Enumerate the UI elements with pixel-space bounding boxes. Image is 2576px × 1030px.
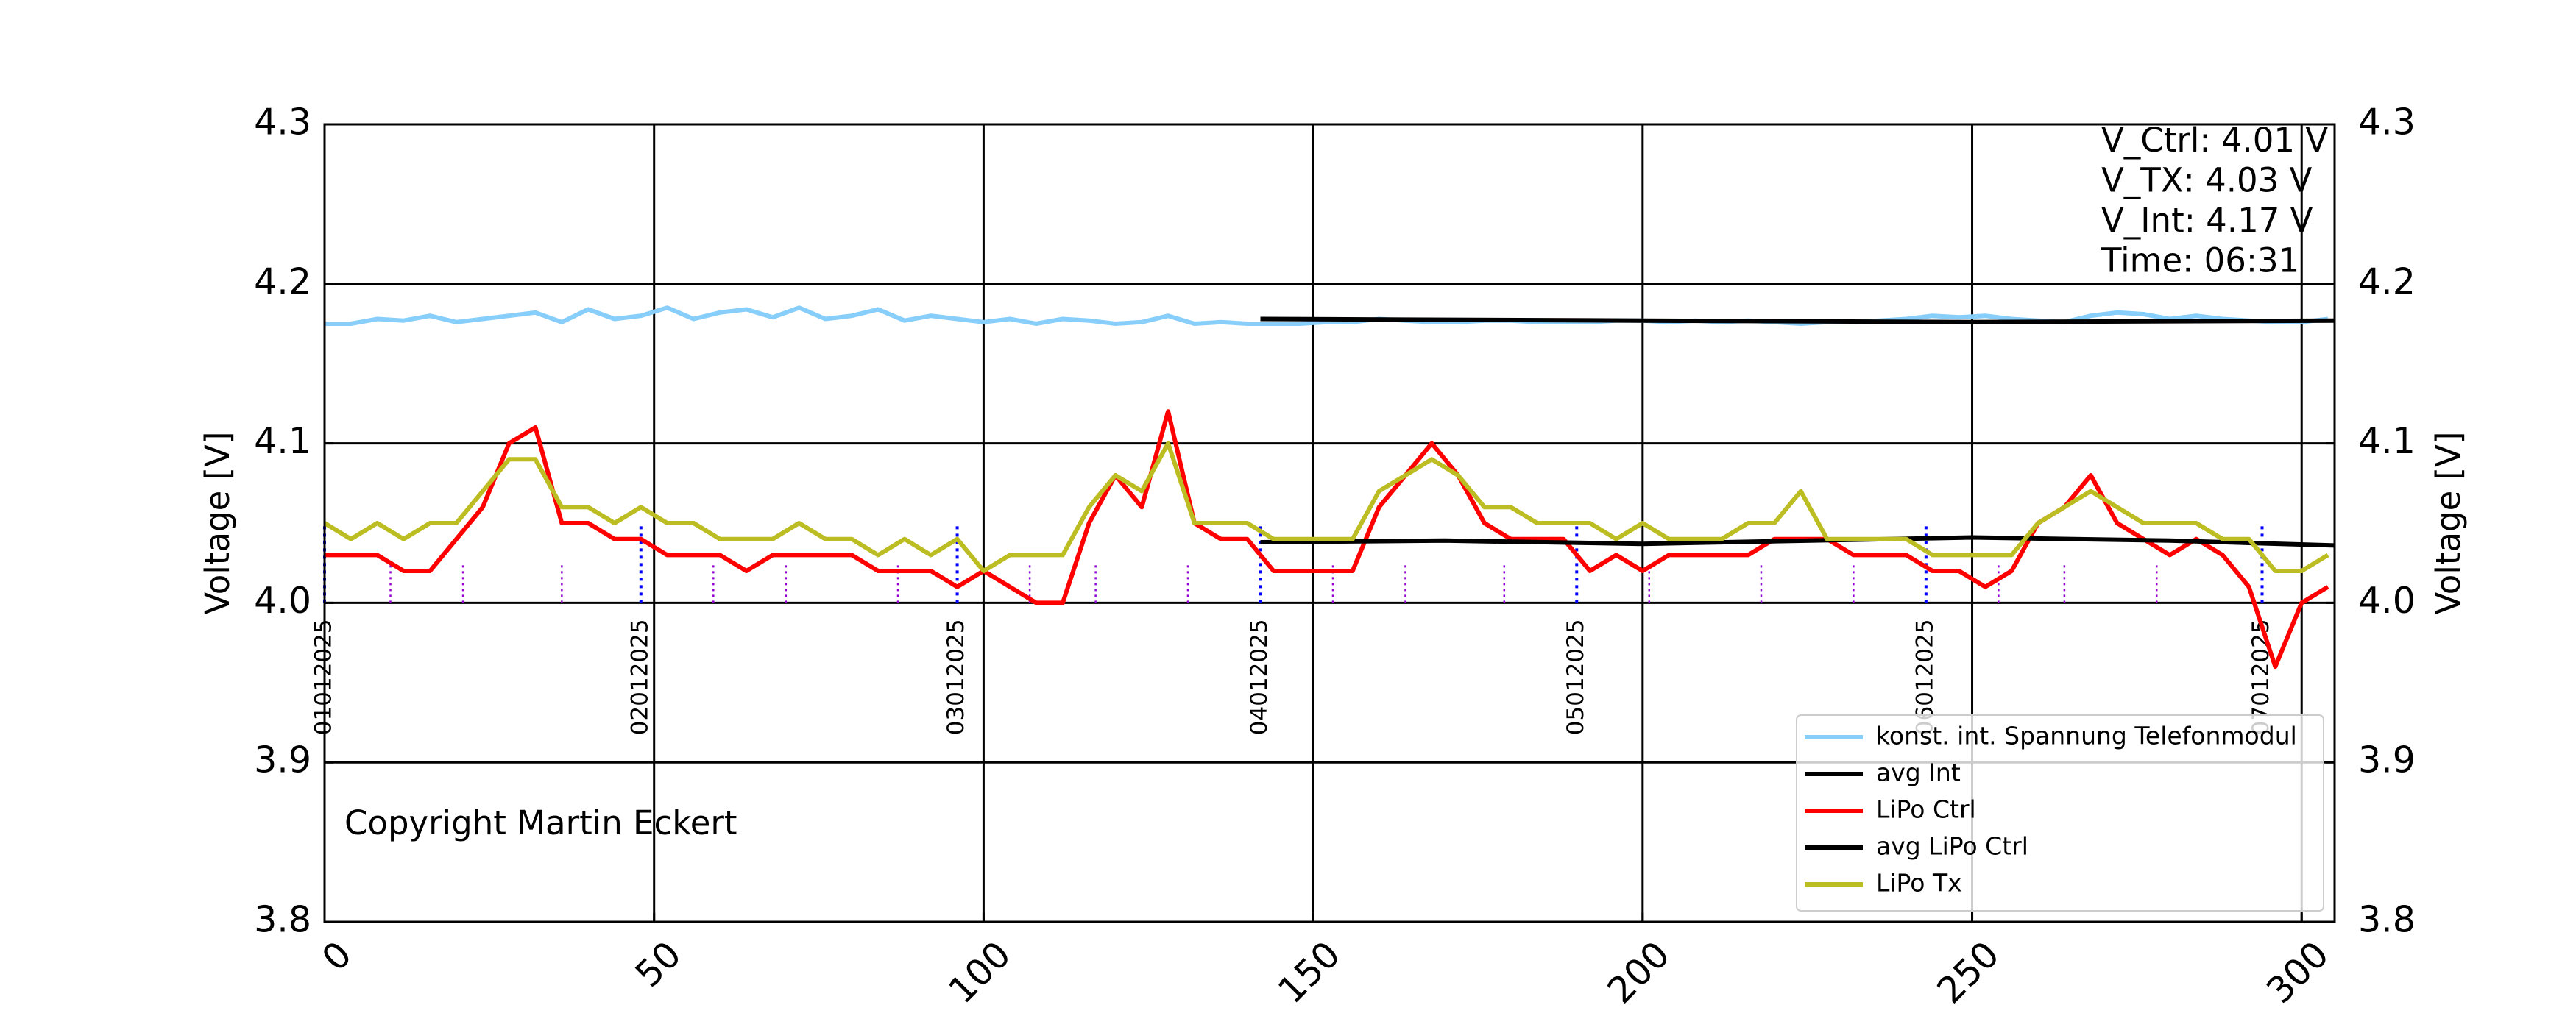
day-label: 02012025 [626, 619, 653, 735]
series-line [325, 305, 2329, 326]
y2-tick-label: 4.2 [2358, 260, 2416, 302]
annotation: V_Ctrl: 4.01 V [2101, 121, 2328, 160]
y-tick-label: 3.8 [254, 899, 311, 941]
y-tick-label: 4.0 [254, 580, 311, 622]
series-line [1260, 535, 2335, 548]
annotation: Time: 06:31 [2101, 241, 2299, 280]
series-line [1260, 316, 2335, 324]
day-label: 03012025 [943, 619, 969, 735]
legend-label: konst. int. Spannung Telefonmodul [1876, 722, 2297, 750]
day-label: 04012025 [1246, 619, 1273, 735]
legend-label: LiPo Ctrl [1876, 795, 1976, 824]
legend-label: avg LiPo Ctrl [1876, 832, 2028, 861]
x-tick-label: 100 [941, 934, 1019, 1012]
annotation: V_TX: 4.03 V [2101, 161, 2313, 200]
x-tick-label: 0 [314, 934, 360, 979]
x-tick-label: 50 [627, 934, 689, 995]
annotation-layer: V_Ctrl: 4.01 VV_TX: 4.03 VV_Int: 4.17 VT… [2101, 121, 2328, 280]
x-tick-label: 250 [1929, 934, 2007, 1012]
x-tick-label: 300 [2259, 934, 2337, 1012]
y-tick-label: 4.1 [254, 420, 311, 462]
y2-tick-label: 4.1 [2358, 420, 2416, 462]
plot-frame [323, 123, 2336, 923]
x-tick-label: 150 [1270, 934, 1348, 1012]
annotation: V_Int: 4.17 V [2101, 201, 2313, 240]
legend-label: avg Int [1876, 759, 1961, 787]
series-line [325, 409, 2329, 670]
y2-tick-label: 3.9 [2358, 739, 2416, 781]
series-line [323, 441, 2329, 573]
y-tick-label: 4.3 [254, 102, 311, 143]
legend: konst. int. Spannung Telefonmodul avg Int… [1796, 714, 2324, 912]
y-axis-label: Voltage [V] [198, 432, 237, 615]
y2-axis-label: Voltage [V] [2429, 432, 2468, 615]
y-tick-label: 4.2 [254, 260, 311, 302]
y2-tick-label: 3.8 [2358, 899, 2416, 941]
legend-label: LiPo Tx [1876, 869, 1962, 898]
x-tick-label: 200 [1599, 934, 1677, 1012]
day-label: 05012025 [1563, 619, 1589, 735]
series-layer [323, 305, 2335, 670]
y2-tick-label: 4.0 [2358, 580, 2416, 622]
y-tick-label: 3.9 [254, 739, 311, 781]
y2-tick-label: 4.3 [2358, 102, 2416, 143]
legend-box [1796, 714, 2324, 912]
footnote: Copyright Martin Eckert [344, 803, 737, 842]
